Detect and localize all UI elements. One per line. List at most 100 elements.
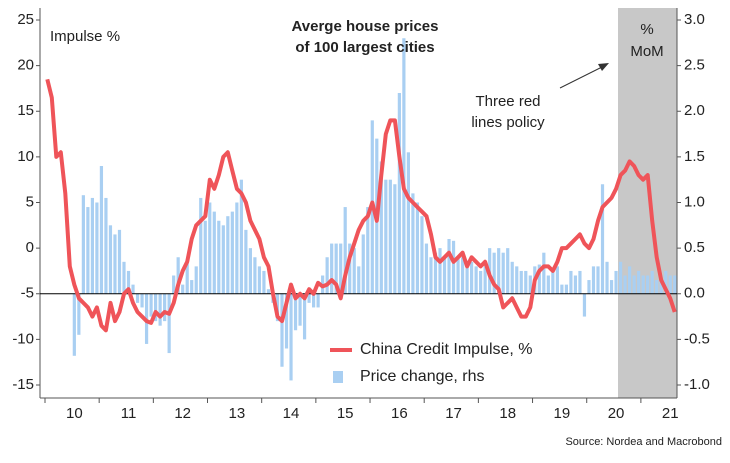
y2-tick-label: 1.5 — [684, 148, 705, 165]
bar — [185, 261, 189, 294]
bar — [537, 264, 541, 294]
bar — [172, 275, 176, 294]
bar — [650, 270, 654, 294]
x-tick-label: 15 — [337, 405, 354, 422]
annotation: lines policy — [471, 114, 545, 131]
x-tick-label: 11 — [121, 405, 137, 422]
bar — [596, 266, 600, 294]
y-tick-label: 0 — [26, 239, 34, 256]
x-tick-label: 14 — [283, 405, 300, 422]
bar — [641, 275, 645, 294]
legend-label: China Credit Impulse, % — [360, 341, 533, 358]
bar — [226, 216, 230, 294]
bar — [614, 270, 618, 294]
bar — [519, 270, 523, 294]
bar — [673, 275, 677, 294]
y2-tick-label: 2.0 — [684, 102, 705, 119]
bar — [176, 257, 180, 294]
bar — [167, 293, 171, 354]
bar — [628, 266, 632, 294]
x-tick-label: 12 — [174, 405, 191, 422]
bar — [497, 248, 501, 294]
bar — [262, 270, 266, 294]
chart-title: of 100 largest cities — [295, 39, 434, 56]
x-tick-label: 21 — [662, 405, 679, 422]
marks — [40, 38, 677, 381]
arrow-head — [598, 63, 609, 71]
annotation-arrow — [559, 65, 605, 89]
bar — [348, 243, 352, 294]
y-tick-label: 20 — [17, 57, 34, 74]
bar — [149, 293, 153, 317]
bar — [384, 179, 388, 294]
bar — [77, 293, 81, 335]
bar — [284, 293, 289, 349]
bar — [515, 266, 519, 294]
bar — [199, 197, 203, 294]
x-tick-label: 18 — [499, 405, 516, 422]
x-tick-label: 19 — [554, 405, 571, 422]
bar — [420, 216, 424, 294]
bar — [397, 93, 401, 294]
bar — [158, 293, 162, 326]
bar — [217, 220, 221, 294]
bar — [104, 197, 108, 294]
bar — [325, 257, 329, 294]
bar — [664, 270, 668, 294]
bar — [72, 293, 76, 356]
bar — [456, 257, 460, 294]
y2-tick-label: 0.0 — [684, 285, 705, 302]
bar — [122, 261, 126, 294]
bar — [411, 193, 415, 294]
bar — [632, 275, 636, 294]
x-tick-label: 13 — [229, 405, 246, 422]
bar — [126, 270, 131, 294]
bar — [90, 197, 94, 294]
bar — [190, 280, 194, 294]
bar — [312, 293, 316, 308]
bar — [393, 184, 397, 294]
bar — [388, 179, 392, 294]
bar — [451, 240, 456, 294]
x-tick-label: 17 — [445, 405, 462, 422]
bar — [424, 243, 429, 294]
bar — [524, 270, 528, 294]
x-tick-label: 10 — [66, 405, 83, 422]
y2-tick-label: 3.0 — [684, 11, 705, 28]
y-tick-label: 10 — [17, 148, 34, 165]
bar — [623, 275, 627, 294]
bar — [501, 252, 505, 294]
bar — [479, 270, 483, 294]
legend-swatch — [333, 371, 343, 383]
y2-tick-label: 2.5 — [684, 57, 705, 74]
bar — [492, 252, 496, 294]
x-tick-label: 16 — [391, 405, 408, 422]
bar — [460, 257, 465, 294]
bar — [573, 275, 578, 294]
bar — [618, 261, 623, 294]
bar — [257, 266, 262, 294]
bar — [280, 293, 284, 367]
bar — [302, 293, 307, 340]
bar — [95, 202, 99, 294]
bar — [86, 207, 90, 294]
bar — [366, 207, 370, 294]
bar — [591, 266, 596, 294]
legend-label: Price change, rhs — [360, 368, 485, 385]
annotation: Three red — [475, 93, 540, 110]
bar — [239, 179, 243, 294]
bar — [415, 202, 420, 294]
bar — [555, 266, 559, 294]
bar — [668, 275, 672, 294]
bar — [637, 270, 641, 294]
y-tick-label: 5 — [26, 193, 34, 210]
bar — [659, 275, 663, 294]
bar — [406, 152, 410, 294]
bar — [221, 225, 225, 294]
bar — [578, 270, 582, 294]
line — [45, 78, 677, 333]
bar — [203, 220, 207, 294]
y2-axis-label: MoM — [630, 43, 663, 60]
bar — [244, 229, 248, 294]
bar — [212, 211, 216, 294]
